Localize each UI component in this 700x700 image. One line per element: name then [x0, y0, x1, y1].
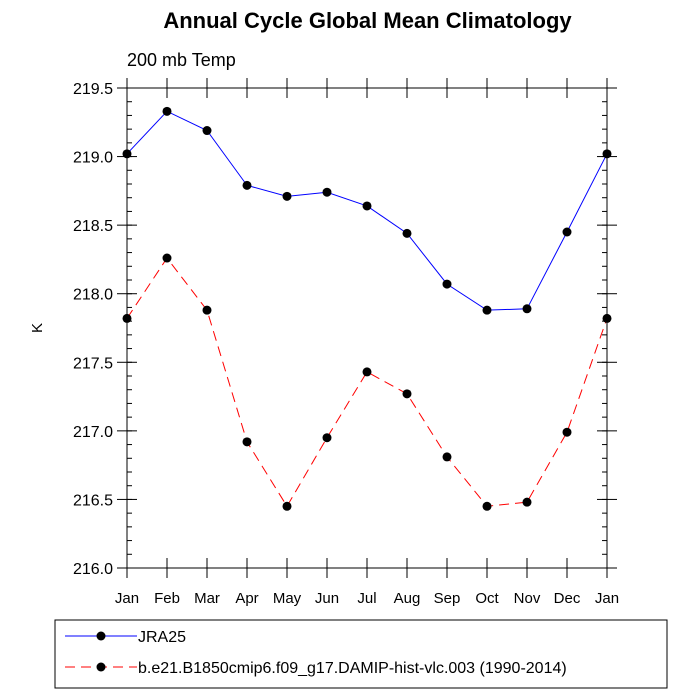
x-tick-label: Apr: [235, 590, 258, 607]
x-tick-label: Jun: [315, 590, 339, 607]
legend: JRA25 b.e21.B1850cmip6.f09_g17.DAMIP-hist…: [54, 619, 668, 689]
legend-label: b.e21.B1850cmip6.f09_g17.DAMIP-hist-vlc.…: [138, 660, 567, 677]
x-tick-label: Dec: [554, 590, 581, 607]
x-tick-label: Nov: [514, 590, 541, 607]
chart-subtitle: 200 mb Temp: [127, 50, 236, 70]
data-point: [362, 201, 372, 211]
x-tick-label: Aug: [394, 590, 421, 607]
plot-frame: [126, 87, 608, 569]
y-tick-label: 219.5: [73, 81, 113, 98]
data-point: [162, 106, 172, 116]
y-tick-label: 217.5: [73, 355, 113, 372]
data-point: [562, 427, 572, 437]
data-point: [322, 433, 332, 443]
x-tick-label: Oct: [475, 590, 499, 607]
legend-marker: [96, 662, 106, 672]
x-tick-label: Sep: [434, 590, 461, 607]
data-point: [522, 497, 532, 507]
y-tick-label: 217.0: [73, 424, 113, 441]
y-axis-label: K: [29, 323, 46, 333]
series-layer: [122, 106, 612, 511]
series-1: [122, 106, 612, 315]
chart-title: Annual Cycle Global Mean Climatology: [163, 8, 572, 33]
x-tick-label: Mar: [194, 590, 220, 607]
y-tick-label: 219.0: [73, 150, 113, 167]
data-point: [122, 313, 132, 323]
data-point: [482, 305, 492, 315]
y-tick-label: 216.0: [73, 561, 113, 578]
data-point: [202, 126, 212, 136]
data-point: [522, 304, 532, 314]
legend-label: JRA25: [138, 629, 186, 646]
data-point: [562, 227, 572, 237]
data-point: [202, 305, 212, 315]
data-point: [482, 501, 492, 511]
data-point: [242, 180, 252, 190]
data-point: [282, 501, 292, 511]
series-line: [126, 257, 608, 508]
data-point: [242, 437, 252, 447]
data-point: [602, 149, 612, 159]
data-point: [402, 389, 412, 399]
y-tick-label: 216.5: [73, 492, 113, 509]
x-tick-label: Feb: [154, 590, 180, 607]
axes-layer: Jan Feb Mar Apr May Jun Jul Aug Sep Oct Nov Dec Jan2…: [29, 78, 619, 607]
x-tick-label: Jan: [115, 590, 139, 607]
data-point: [362, 367, 372, 377]
y-tick-label: 218.0: [73, 287, 113, 304]
data-point: [322, 187, 332, 197]
data-point: [282, 191, 292, 201]
x-tick-label: Jan: [595, 590, 619, 607]
y-tick-label: 218.5: [73, 218, 113, 235]
x-tick-label: Jul: [357, 590, 376, 607]
series-2: [122, 253, 612, 511]
data-point: [402, 228, 412, 238]
data-point: [122, 149, 132, 159]
x-tick-label: May: [273, 590, 302, 607]
series-line: [126, 110, 608, 311]
data-point: [442, 279, 452, 289]
legend-box: [54, 619, 668, 689]
data-point: [442, 452, 452, 462]
legend-marker: [96, 631, 106, 641]
data-point: [162, 253, 172, 263]
data-point: [602, 313, 612, 323]
